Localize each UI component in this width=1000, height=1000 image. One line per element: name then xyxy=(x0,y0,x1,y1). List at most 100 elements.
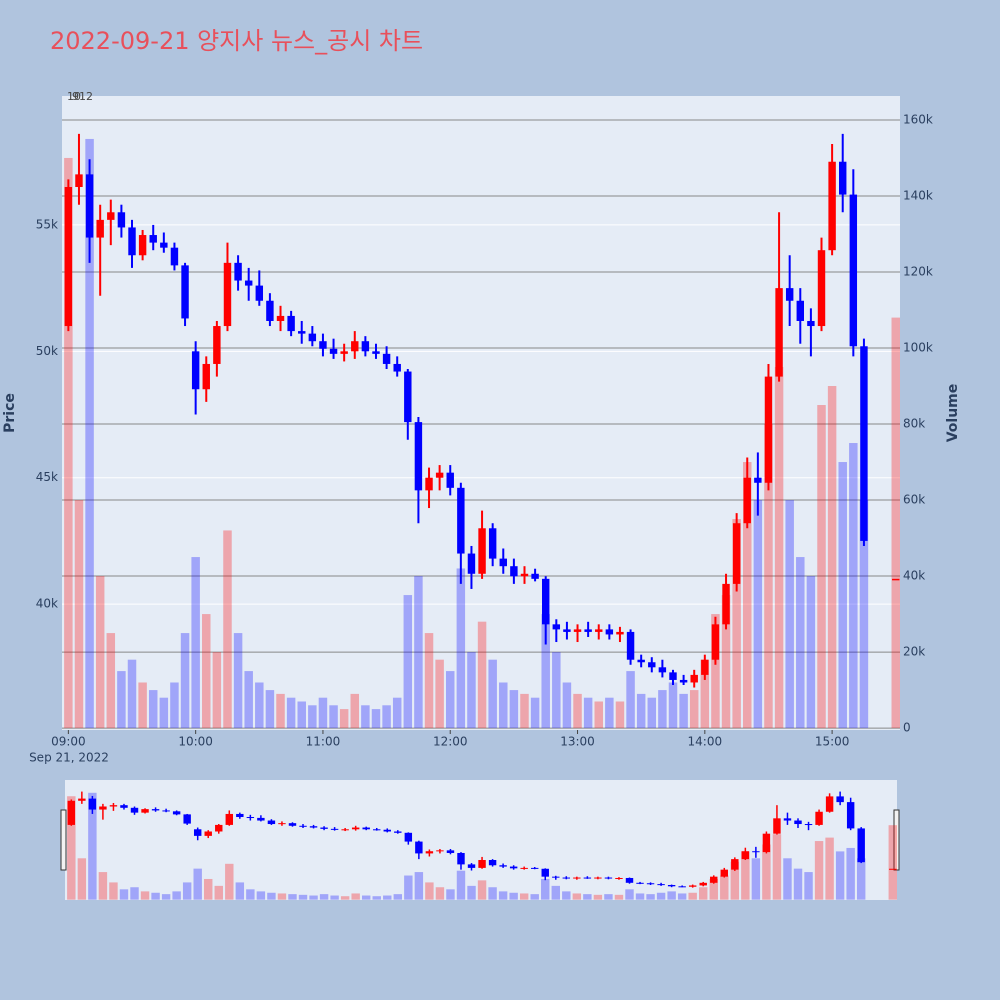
candle-body xyxy=(807,320,815,327)
slider-volume-bar xyxy=(814,841,824,900)
slider-candle-body xyxy=(836,796,844,803)
slider-candle-body xyxy=(225,813,234,825)
candle-body xyxy=(340,351,348,354)
slider-volume-bar xyxy=(161,894,171,900)
slider-volume-bar xyxy=(414,872,424,900)
candle-body xyxy=(605,629,614,635)
slider-candle-body xyxy=(425,851,434,854)
candle-body xyxy=(701,659,709,675)
candle-body xyxy=(191,351,200,390)
volume-bar xyxy=(785,500,794,729)
slider-candle-body xyxy=(794,820,802,825)
volume-bar xyxy=(626,671,635,729)
slider-volume-bar xyxy=(604,894,613,900)
slider-candle-body xyxy=(278,823,286,825)
candle-body xyxy=(796,300,805,321)
slider-volume-bar xyxy=(677,893,687,900)
volume-bar xyxy=(541,614,550,729)
slider-candle-body xyxy=(773,818,781,834)
slider-volume-bar xyxy=(246,889,255,900)
volume-bar xyxy=(700,659,710,729)
slider-candle-body xyxy=(604,877,613,879)
y2-tick-label: 120k xyxy=(903,264,933,278)
volume-bar xyxy=(159,697,169,729)
candle-body xyxy=(711,624,720,660)
candle-body xyxy=(234,262,242,281)
slider-volume-bar xyxy=(393,894,403,900)
slider-candle-body xyxy=(309,826,318,828)
candle-body xyxy=(138,235,147,256)
range-handle[interactable] xyxy=(893,809,900,871)
volume-bar xyxy=(138,682,147,729)
slider-volume-bar xyxy=(235,882,245,900)
y2-tick-label: 20k xyxy=(903,645,925,659)
candle-body xyxy=(669,672,677,680)
slider-candle-body xyxy=(141,809,149,813)
slider-candle-body xyxy=(488,860,497,866)
slider-volume-bar xyxy=(267,892,276,900)
candle-body xyxy=(298,331,306,334)
volume-bar xyxy=(191,557,200,729)
volume-bar xyxy=(753,500,763,729)
slider-volume-bar xyxy=(298,894,308,900)
slider-volume-bar xyxy=(98,872,108,900)
candle-body xyxy=(329,348,338,354)
volume-bar xyxy=(520,693,529,729)
slider-volume-bar xyxy=(846,847,855,900)
slider-candle-body xyxy=(436,850,444,852)
volume-bar xyxy=(636,693,646,729)
slider-candle-body xyxy=(446,850,455,853)
slider-candle-body xyxy=(783,818,792,821)
range-slider[interactable] xyxy=(65,780,897,900)
volume-bar xyxy=(732,519,741,729)
candle-body xyxy=(722,583,730,625)
volume-bar xyxy=(244,671,253,729)
y-tick-label: 40k xyxy=(36,597,58,611)
volume-bar xyxy=(573,693,582,729)
slider-volume-bar xyxy=(667,891,676,900)
candle-body xyxy=(531,573,539,579)
slider-volume-bar xyxy=(372,896,381,900)
slider-candle-body xyxy=(846,802,855,829)
candle-body xyxy=(202,363,210,390)
slider-volume-bar xyxy=(309,895,318,900)
slider-candle-body xyxy=(99,806,107,810)
y2-tick-label: 0 xyxy=(903,721,911,735)
volume-bar xyxy=(668,682,678,729)
range-handle[interactable] xyxy=(60,809,67,871)
slider-volume-bar xyxy=(130,887,139,900)
volume-bar xyxy=(308,705,317,729)
slider-volume-bar xyxy=(583,894,592,900)
candle-body xyxy=(435,472,444,478)
slider-volume-bar xyxy=(519,893,529,900)
volume-bar xyxy=(212,652,222,729)
volume-bar xyxy=(827,386,837,729)
slider-volume-bar xyxy=(109,882,118,900)
slider-candle-body xyxy=(373,829,381,831)
candle-body xyxy=(743,477,751,524)
slider-volume-bar xyxy=(151,892,160,900)
slider-candle-body xyxy=(741,851,750,860)
x-tick-label: 15:00 xyxy=(815,735,850,749)
slider-volume-bar xyxy=(804,872,813,900)
candle-body xyxy=(319,341,327,349)
volume-bar xyxy=(456,568,466,729)
candle-body xyxy=(732,523,741,584)
x-tick-label: 13:00 xyxy=(560,735,595,749)
slider-candle-body xyxy=(394,831,402,833)
y2-tick-label: 80k xyxy=(903,417,925,431)
volume-bar xyxy=(796,557,805,729)
slider-volume-bar xyxy=(319,894,329,900)
slider-volume-bar xyxy=(635,893,645,900)
candle-body xyxy=(849,194,858,347)
volume-bar xyxy=(255,682,264,729)
volume-bar xyxy=(530,697,540,729)
slider-volume-bar xyxy=(140,891,150,900)
slider-candle-body xyxy=(678,886,686,888)
slider-candle-body xyxy=(330,828,339,830)
candle-body xyxy=(764,376,773,483)
volume-bar xyxy=(117,671,126,729)
volume-bar xyxy=(339,709,349,729)
candle-body xyxy=(160,242,168,248)
y-tick-label: 55k xyxy=(36,217,58,231)
